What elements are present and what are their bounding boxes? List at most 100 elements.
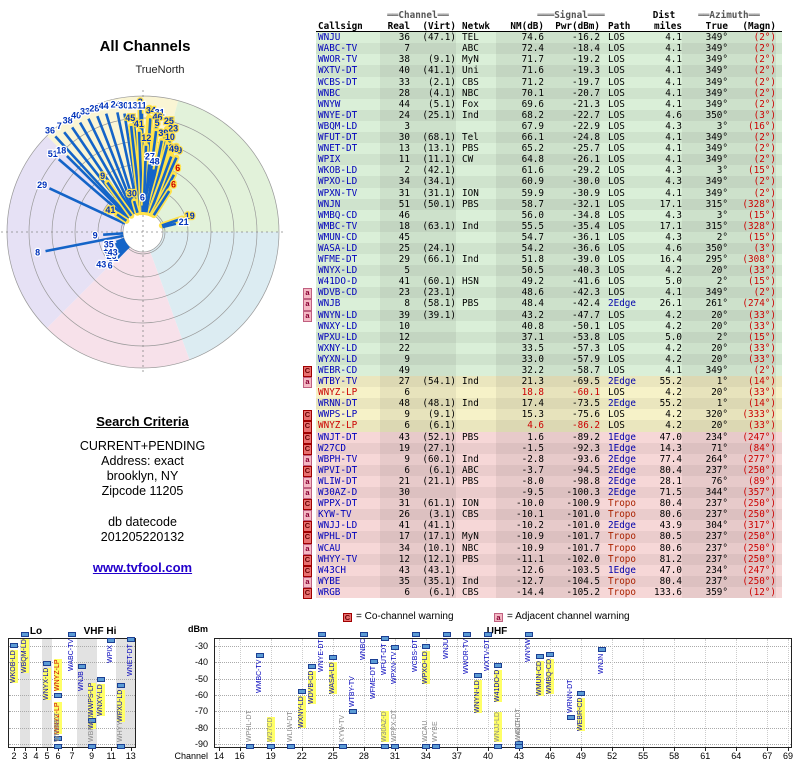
station-marker bbox=[54, 693, 62, 699]
cell-nm: 21.3 bbox=[496, 376, 544, 388]
cell-miles: 55.2 bbox=[659, 376, 682, 388]
cell-real: 17 bbox=[380, 531, 410, 543]
cell-real: 21 bbox=[380, 475, 410, 488]
cell-azimuth-true: 20° bbox=[682, 420, 728, 432]
cell-real: 23 bbox=[380, 287, 410, 299]
cell-path: LOS bbox=[608, 309, 625, 321]
cell-callsign: W30AZ-D bbox=[318, 487, 358, 499]
radar-channel-label: 19 bbox=[185, 211, 195, 221]
cell-network: CBS bbox=[462, 586, 479, 598]
station-label: WPXO-LD bbox=[421, 651, 430, 684]
cell-azimuth-true: 350° bbox=[682, 109, 728, 121]
cell-callsign: WNJT-DT bbox=[318, 431, 358, 443]
cell-nm: 60.9 bbox=[496, 176, 544, 188]
cell-network: CBS bbox=[462, 509, 479, 521]
cell-network bbox=[456, 176, 496, 187]
cell-pwr: -60.1 bbox=[544, 387, 600, 399]
gridline bbox=[9, 743, 135, 745]
radar-channel-label: 40 bbox=[71, 111, 81, 121]
cell-real: 12 bbox=[380, 331, 410, 343]
cell-callsign: W43CH bbox=[318, 564, 346, 576]
cell-virt: (60.1) bbox=[410, 453, 456, 465]
cell-nm: 71.6 bbox=[496, 65, 544, 77]
table-row: C WNJT-DT 43 (52.1) PBS 1.6 -89.2 1Edge 47.0 234°… bbox=[303, 431, 782, 444]
cell-nm: 65.2 bbox=[496, 143, 544, 155]
cell-pwr: -20.7 bbox=[544, 87, 600, 99]
cell-callsign: WBPH-TV bbox=[318, 453, 358, 465]
cell-network bbox=[456, 165, 496, 176]
cell-virt: (2.1) bbox=[410, 76, 456, 88]
table-row: WFUT-DT 30 (68.1) Tel 66.1 -24.8 LOS 4.1 349° (2°… bbox=[316, 132, 782, 144]
station-marker bbox=[359, 632, 368, 637]
cell-callsign: WFME-DT bbox=[318, 254, 358, 266]
station-marker bbox=[318, 632, 327, 638]
station-label: WMBQ-CD bbox=[546, 658, 555, 694]
y-axis-tick-label: -80 bbox=[194, 722, 208, 733]
cell-callsign: WCBS-DT bbox=[318, 76, 358, 88]
radar-signal-line bbox=[162, 222, 177, 229]
station-marker bbox=[546, 651, 555, 657]
cell-path: LOS bbox=[608, 76, 625, 88]
cell-nm: 74.6 bbox=[496, 32, 544, 44]
radar-channel-label: 23 bbox=[168, 124, 178, 134]
cell-real: 41 bbox=[380, 276, 410, 288]
table-row: WASA-LD 25 (24.1) 54.2 -36.6 LOS 4.6 350° (3°) bbox=[316, 242, 782, 255]
axis-tick bbox=[14, 748, 15, 751]
axis-tick bbox=[612, 748, 614, 751]
radar-channel-label: 31 bbox=[155, 107, 165, 117]
station-marker bbox=[97, 676, 106, 682]
cell-pwr: -101.7 bbox=[544, 531, 600, 543]
cell-path: 1Edge bbox=[608, 442, 636, 454]
cell-network: PBS bbox=[462, 475, 479, 487]
table-row: WXNY-LD 22 33.5 -57.3 LOS 4.2 20° (33°) bbox=[316, 342, 782, 354]
cell-nm: 40.8 bbox=[496, 320, 544, 332]
cell-path: LOS bbox=[608, 198, 625, 210]
cell-azimuth-true: 349° bbox=[682, 154, 728, 166]
station-label: WNYN-LD bbox=[473, 680, 482, 713]
station-marker bbox=[126, 636, 135, 642]
station-label: W30AZ-D bbox=[380, 711, 389, 742]
col-header-real: Real bbox=[387, 21, 410, 33]
cell-path: LOS bbox=[608, 165, 625, 177]
co-channel-marker: C bbox=[303, 465, 312, 477]
cell-real: 28 bbox=[380, 87, 410, 99]
adjacent-channel-marker: a bbox=[303, 488, 312, 500]
table-row: WNET-DT 13 (13.1) PBS 65.2 -25.7 LOS 4.1 349° (2°… bbox=[316, 143, 782, 155]
axis-tick bbox=[425, 748, 427, 751]
cell-path: Tropo bbox=[608, 531, 636, 543]
cell-miles: 17.1 bbox=[659, 198, 682, 210]
adjacent-channel-marker: a bbox=[303, 454, 312, 466]
cell-azimuth-true: 295° bbox=[682, 254, 728, 266]
cell-path: Tropo bbox=[608, 498, 636, 510]
cell-nm: 48.4 bbox=[496, 298, 544, 310]
station-marker bbox=[370, 658, 379, 664]
radar-channel-label: 41 bbox=[134, 119, 144, 129]
cell-azimuth-magn: (33°) bbox=[728, 342, 776, 354]
cell-azimuth-magn: (2°) bbox=[728, 98, 776, 110]
col-header-callsign: Callsign bbox=[318, 21, 363, 33]
cell-path: 2Edge bbox=[608, 464, 636, 476]
cell-azimuth-magn: (250°) bbox=[728, 531, 776, 543]
cell-virt: (17.1) bbox=[410, 531, 456, 543]
cell-virt: (12.1) bbox=[410, 553, 456, 565]
table-row: a WYBE 35 (35.1) Ind -12.7 -104.5 Tropo 80.4 237°… bbox=[303, 575, 782, 588]
radar-signal-line bbox=[118, 242, 128, 250]
band-stripe bbox=[76, 639, 97, 747]
cell-azimuth-true: 2° bbox=[682, 331, 728, 343]
cell-real: 38 bbox=[380, 54, 410, 66]
x-axis-tick-label: 49 bbox=[576, 751, 587, 761]
tvfool-link[interactable]: www.tvfool.com bbox=[92, 560, 193, 575]
table-row: WPXO-LD 34 (34.1) 60.9 -30.0 LOS 4.3 349° (2°) bbox=[316, 176, 782, 188]
cell-real: 29 bbox=[380, 254, 410, 266]
cell-real: 35 bbox=[380, 575, 410, 587]
cell-network: Ind bbox=[462, 220, 479, 232]
cell-miles: 80.5 bbox=[659, 531, 682, 543]
radar-signal-line bbox=[148, 156, 173, 214]
cell-virt bbox=[410, 320, 456, 332]
cell-miles: 4.1 bbox=[665, 54, 682, 66]
cell-real: 40 bbox=[380, 65, 410, 77]
station-label: WPXU-LD bbox=[117, 689, 125, 722]
cell-callsign: WNXY-LD bbox=[318, 320, 358, 332]
cell-network bbox=[456, 210, 496, 221]
cell-miles: 55.2 bbox=[659, 398, 682, 410]
